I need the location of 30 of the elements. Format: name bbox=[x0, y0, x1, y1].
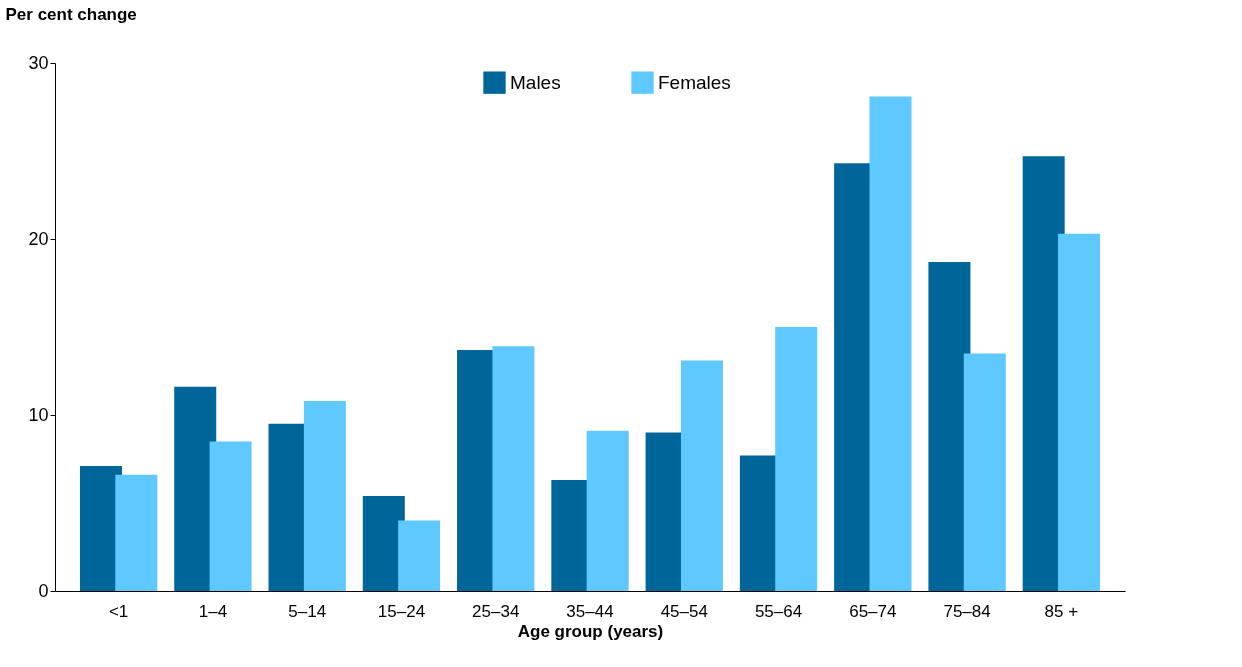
bar bbox=[680, 360, 723, 591]
bar bbox=[492, 346, 535, 591]
y-tick-label: 10 bbox=[28, 404, 49, 425]
x-tick-label: 5–14 bbox=[288, 601, 327, 621]
x-tick-label: 65–74 bbox=[849, 601, 897, 621]
x-tick-label: 25–34 bbox=[472, 601, 520, 621]
bar bbox=[398, 520, 441, 591]
x-tick-label: 75–84 bbox=[943, 601, 991, 621]
x-tick-label: 85 + bbox=[1044, 601, 1079, 621]
y-tick-label: 0 bbox=[38, 580, 49, 601]
bar bbox=[586, 430, 629, 591]
x-tick-label: 55–64 bbox=[754, 601, 803, 621]
bar bbox=[209, 441, 252, 591]
x-tick-label: 35–44 bbox=[566, 601, 614, 621]
bar bbox=[1058, 233, 1101, 591]
bar bbox=[963, 353, 1006, 591]
x-tick-label: <1 bbox=[108, 601, 129, 621]
bar bbox=[775, 327, 818, 591]
x-axis-title: Age group (years) bbox=[517, 621, 664, 641]
bar bbox=[303, 400, 346, 591]
y-axis-title: Per cent change bbox=[5, 4, 137, 24]
legend-label: Males bbox=[510, 71, 561, 93]
x-tick-label: 1–4 bbox=[198, 601, 228, 621]
y-tick-label: 20 bbox=[28, 228, 49, 249]
legend-label: Females bbox=[658, 71, 731, 93]
x-tick-label: 15–24 bbox=[377, 601, 426, 621]
y-tick-label: 30 bbox=[28, 52, 49, 73]
x-tick-label: 45–54 bbox=[660, 601, 708, 621]
bar bbox=[115, 474, 158, 591]
bar bbox=[869, 96, 912, 591]
